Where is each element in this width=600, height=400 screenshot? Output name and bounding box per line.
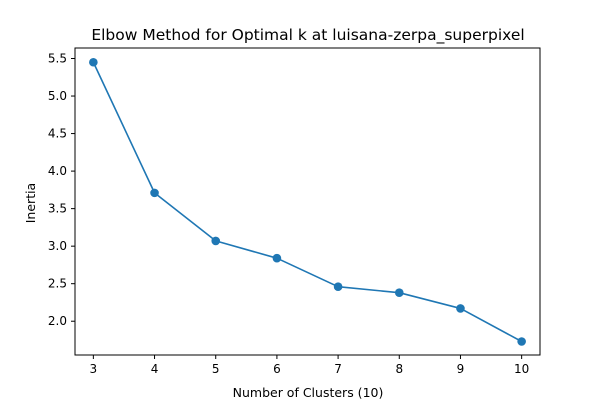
y-tick-label: 2.0 — [48, 314, 67, 328]
data-point — [272, 253, 282, 263]
y-tick-label: 5.5 — [48, 52, 67, 66]
axes-frame — [74, 47, 541, 356]
x-tick-label: 6 — [273, 362, 281, 376]
x-tick-label: 10 — [514, 362, 529, 376]
x-tick-label: 7 — [334, 362, 342, 376]
data-point — [150, 188, 159, 198]
data-point — [333, 282, 343, 291]
data-point — [89, 57, 98, 67]
y-tick-label: 5.0 — [48, 89, 67, 103]
x-tick-label: 3 — [90, 362, 98, 376]
data-point — [394, 288, 404, 297]
data-point — [456, 304, 465, 313]
data-point — [211, 236, 221, 246]
series-line — [92, 61, 523, 343]
y-tick-label: 4.5 — [48, 127, 67, 141]
x-axis-label: Number of Clusters (10) — [233, 385, 384, 400]
x-tick-label: 5 — [212, 362, 220, 376]
y-tick-label: 3.0 — [48, 239, 67, 253]
x-tick-label: 4 — [151, 362, 159, 376]
data-point — [517, 337, 526, 346]
y-tick-label: 3.5 — [48, 202, 67, 216]
y-tick-label: 2.5 — [48, 277, 67, 291]
plot-area: 3 4 5 6 7 8 9 10 2.0 2.5 3.0 3.5 4.0 4.5 5.0 5.5 — [48, 47, 541, 376]
chart-title: Elbow Method for Optimal k at luisana-ze… — [91, 26, 524, 45]
x-tick-label: 9 — [457, 362, 465, 376]
y-axis-label: Inertia — [23, 183, 38, 223]
x-tick-label: 8 — [395, 362, 403, 376]
y-tick-label: 4.0 — [48, 164, 67, 178]
